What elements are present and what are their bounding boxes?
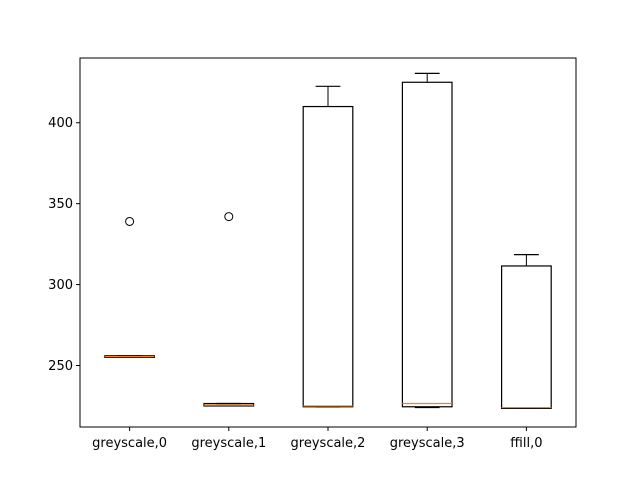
box-2 <box>203 212 255 407</box>
box-iqr <box>302 105 354 408</box>
y-tick-label: 300 <box>48 278 73 293</box>
box-iqr <box>401 81 453 408</box>
x-tick-label: greyscale,2 <box>291 436 366 451</box>
x-tick-label: greyscale,3 <box>390 436 465 451</box>
outlier-point <box>224 212 234 222</box>
y-tick-label: 400 <box>48 116 73 131</box>
y-tick-label: 350 <box>48 197 73 212</box>
box-4 <box>401 72 453 409</box>
y-axis: 250 300 350 400 <box>48 116 80 374</box>
x-tick-label: ffill,0 <box>510 436 542 451</box>
box-5 <box>501 254 552 409</box>
box-3 <box>302 85 354 408</box>
box-iqr <box>501 265 552 409</box>
y-tick-label: 250 <box>48 359 73 374</box>
box-1 <box>104 216 156 359</box>
x-axis: greyscale,0 greyscale,1 greyscale,2 greysca… <box>92 427 543 451</box>
x-tick-label: greyscale,0 <box>92 436 167 451</box>
boxes-group <box>104 72 552 409</box>
x-tick-label: greyscale,1 <box>191 436 266 451</box>
outlier-point <box>125 216 135 226</box>
plot-area <box>79 57 577 428</box>
